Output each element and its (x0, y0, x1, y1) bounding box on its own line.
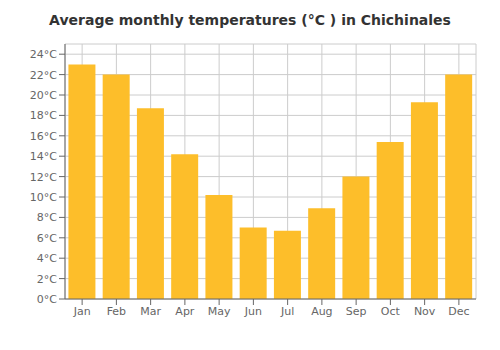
svg-text:8°C: 8°C (37, 211, 57, 224)
svg-text:24°C: 24°C (30, 48, 57, 61)
html-text:Average monthly temperatures (: Average monthly temperatures (°C ) in Ch… (49, 12, 451, 28)
svg-text:2°C: 2°C (37, 273, 57, 286)
svg-text:Sep: Sep (346, 305, 367, 318)
svg-text:Oct: Oct (381, 305, 401, 318)
svg-text:Apr: Apr (175, 305, 195, 318)
svg-text:Feb: Feb (107, 305, 126, 318)
svg-text:Mar: Mar (140, 305, 161, 318)
svg-text:Jun: Jun (244, 305, 262, 318)
svg-text:0°C: 0°C (37, 293, 57, 306)
svg-text:6°C: 6°C (37, 232, 57, 245)
svg-text:18°C: 18°C (30, 109, 57, 122)
svg-text:16°C: 16°C (30, 130, 57, 143)
svg-text:Jan: Jan (73, 305, 91, 318)
svg-text:10°C: 10°C (30, 191, 57, 204)
svg-text:12°C: 12°C (30, 171, 57, 184)
svg-text:May: May (208, 305, 231, 318)
svg-text:22°C: 22°C (30, 69, 57, 82)
svg-text:20°C: 20°C (30, 89, 57, 102)
svg-text:4°C: 4°C (37, 252, 57, 265)
svg-text:Aug: Aug (311, 305, 332, 318)
svg-text:14°C: 14°C (30, 150, 57, 163)
svg-text:Dec: Dec (448, 305, 469, 318)
svg-text:Nov: Nov (414, 305, 436, 318)
svg-text:Jul: Jul (280, 305, 294, 318)
